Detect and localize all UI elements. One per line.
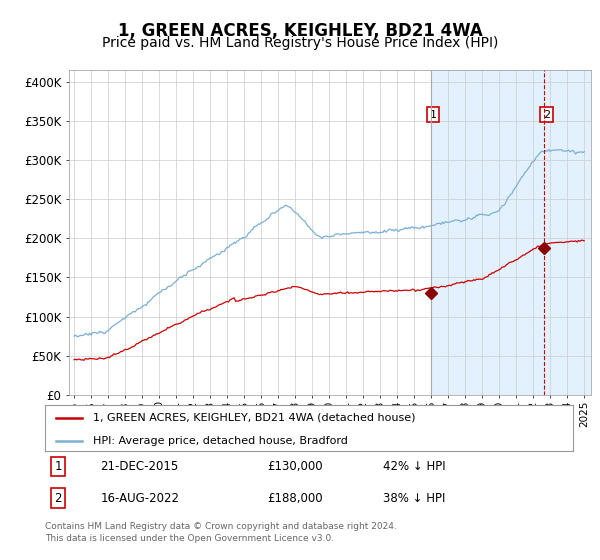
Text: 16-AUG-2022: 16-AUG-2022 [100, 492, 179, 505]
Text: 1, GREEN ACRES, KEIGHLEY, BD21 4WA: 1, GREEN ACRES, KEIGHLEY, BD21 4WA [118, 22, 482, 40]
Text: £130,000: £130,000 [267, 460, 322, 473]
Text: 38% ↓ HPI: 38% ↓ HPI [383, 492, 445, 505]
Text: 1: 1 [430, 110, 437, 120]
Text: 42% ↓ HPI: 42% ↓ HPI [383, 460, 446, 473]
Text: Price paid vs. HM Land Registry's House Price Index (HPI): Price paid vs. HM Land Registry's House … [102, 36, 498, 50]
Text: 2: 2 [55, 492, 62, 505]
Text: 2: 2 [543, 110, 550, 120]
Text: 21-DEC-2015: 21-DEC-2015 [100, 460, 179, 473]
Text: 1, GREEN ACRES, KEIGHLEY, BD21 4WA (detached house): 1, GREEN ACRES, KEIGHLEY, BD21 4WA (deta… [92, 413, 415, 423]
Text: £188,000: £188,000 [267, 492, 322, 505]
Text: HPI: Average price, detached house, Bradford: HPI: Average price, detached house, Brad… [92, 436, 347, 446]
Text: 1: 1 [55, 460, 62, 473]
Bar [431, 70, 591, 395]
Text: Contains HM Land Registry data © Crown copyright and database right 2024.
This d: Contains HM Land Registry data © Crown c… [45, 522, 397, 543]
